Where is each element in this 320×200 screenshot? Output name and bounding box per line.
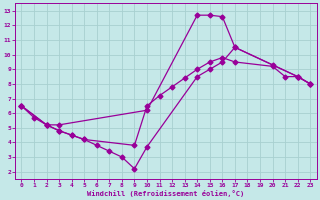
X-axis label: Windchill (Refroidissement éolien,°C): Windchill (Refroidissement éolien,°C) — [87, 190, 244, 197]
